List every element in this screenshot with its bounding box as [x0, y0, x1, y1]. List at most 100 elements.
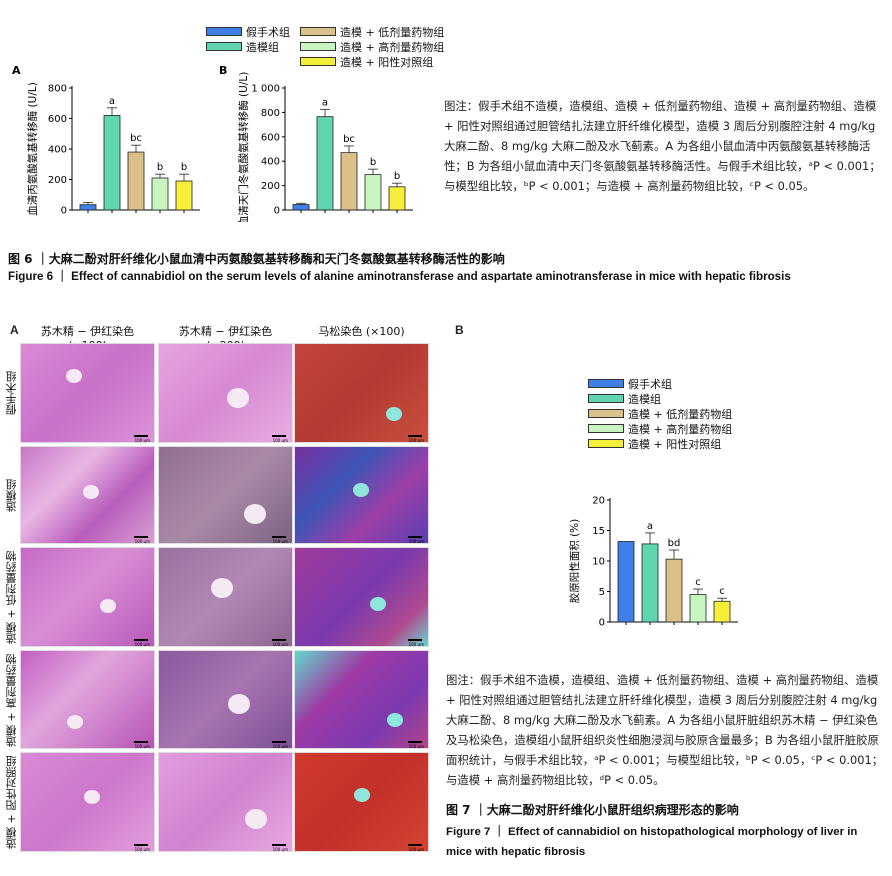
scale-bar-label: 100 μm	[134, 539, 150, 544]
scale-bar	[134, 536, 148, 538]
fig7-chart-b: 胶原阳性面积 (%) 0 5 10 15 20 a bd c c	[568, 496, 738, 629]
vessel-lumen	[387, 713, 403, 727]
tile-masson-100-model: 100 μm	[294, 446, 429, 544]
y-axis-label: 血清天门冬氨酸氨基转移酶 (U/L)	[237, 72, 250, 222]
scale-bar	[272, 639, 286, 641]
bar	[713, 600, 731, 623]
column-header-masson-100: 马松染色 (×100)	[318, 325, 405, 338]
significance-label: bc	[343, 134, 355, 145]
panel-letter: A	[12, 64, 21, 77]
row-label-model: 造模组	[5, 479, 18, 513]
scale-bar	[272, 435, 286, 437]
legend-swatch-low	[300, 27, 336, 36]
fig7-caption-note: 图注：假手术组不造模，造模组、造模 + 低剂量药物组、造模 + 高剂量药物组、造…	[446, 673, 884, 787]
tile-he-100-sham: 100 μm	[20, 343, 155, 443]
vessel-lumen	[228, 694, 250, 714]
legend-label: 假手术组	[246, 25, 290, 39]
panel-letter: B	[219, 64, 227, 77]
scale-bar-label: 100 μm	[408, 642, 424, 647]
scale-bar	[408, 639, 422, 641]
tile-he-200-model: 100 μm	[158, 446, 293, 544]
fig7-title-cn: 图 7 ｜大麻二酚对肝纤维化小鼠肝组织病理形态的影响	[446, 803, 739, 817]
vessel-lumen	[386, 407, 402, 421]
legend-item-high: 造模 + 高剂量药物组	[588, 421, 732, 436]
bar	[79, 204, 97, 211]
bar	[175, 180, 193, 211]
vessel-lumen	[100, 599, 116, 613]
y-tick-label: 0	[599, 618, 605, 629]
significance-label: b	[394, 171, 400, 182]
tile-he-200-positive: 100 μm	[158, 752, 293, 852]
bar	[316, 116, 334, 211]
y-axis-label: 胶原阳性面积 (%)	[568, 519, 581, 604]
scale-bar-label: 100 μm	[272, 744, 288, 749]
y-tick-label: 400	[48, 145, 67, 156]
vessel-lumen	[353, 483, 369, 497]
legend-label: 造模 + 低剂量药物组	[628, 407, 733, 421]
legend-item-low: 造模 + 低剂量药物组	[300, 24, 444, 39]
scale-bar-label: 100 μm	[408, 438, 424, 443]
scale-bar	[134, 844, 148, 846]
y-tick-label: 800	[261, 108, 280, 119]
scale-bar	[408, 435, 422, 437]
fig6-legend-right: 造模 + 低剂量药物组 造模 + 高剂量药物组 造模 + 阳性对照组	[300, 24, 444, 69]
significance-label: c	[719, 586, 725, 597]
y-tick-label: 600	[48, 114, 67, 125]
legend-label: 造模组	[246, 40, 279, 54]
bar	[103, 115, 121, 211]
bar	[364, 174, 382, 211]
scale-bar-label: 100 μm	[272, 642, 288, 647]
legend-swatch-positive	[588, 439, 624, 448]
tile-he-200-low: 100 μm	[158, 547, 293, 647]
legend-label: 造模 + 阳性对照组	[628, 437, 722, 451]
bar	[292, 204, 310, 211]
row-label-sham: 假手术组	[5, 371, 18, 415]
y-tick-label: 200	[261, 181, 280, 192]
bar	[665, 558, 683, 623]
tile-he-100-low: 100 μm	[20, 547, 155, 647]
significance-label: b	[157, 162, 163, 173]
fig6-chart-b: B 血清天门冬氨酸氨基转移酶 (U/L) 0 200 400 600 800 1 000 a bc…	[219, 64, 413, 222]
fig6-chart-a: A 血清丙氨酸氨基转移酶 (U/L) 0 200 400 600 800 a bc b b	[12, 64, 200, 217]
y-tick-label: 10	[592, 557, 605, 568]
significance-label: b	[181, 162, 187, 173]
scale-bar-label: 100 μm	[272, 438, 288, 443]
legend-item-sham: 假手术组	[588, 376, 732, 391]
legend-swatch-high	[588, 424, 624, 433]
legend-swatch-positive	[300, 57, 336, 66]
y-tick-label: 1 000	[251, 84, 280, 95]
significance-label: a	[109, 96, 115, 107]
legend-item-low: 造模 + 低剂量药物组	[588, 406, 732, 421]
scale-bar-label: 100 μm	[408, 744, 424, 749]
legend-swatch-sham	[588, 379, 624, 388]
vessel-lumen	[83, 485, 99, 499]
y-tick-label: 0	[274, 206, 280, 217]
significance-label: bc	[130, 133, 142, 144]
fig6-legend: 假手术组 造模组	[206, 24, 290, 54]
fig6-title-en: Figure 6 ｜ Effect of cannabidiol on the …	[8, 270, 791, 283]
tile-masson-100-positive: 100 μm	[294, 752, 429, 852]
scale-bar-label: 100 μm	[408, 847, 424, 852]
fig7-legend: 假手术组 造模组 造模 + 低剂量药物组 造模 + 高剂量药物组 造模 + 阳性…	[588, 376, 732, 451]
y-tick-label: 0	[61, 206, 67, 217]
scale-bar	[134, 639, 148, 641]
fig6-title-cn: 图 6 ｜大麻二酚对肝纤维化小鼠血清中丙氨酸氨基转移酶和天门冬氨酸氨基转移酶活性…	[8, 252, 505, 266]
y-tick-label: 400	[261, 157, 280, 168]
vessel-lumen	[370, 597, 386, 611]
bar	[151, 177, 169, 211]
vessel-lumen	[66, 369, 82, 383]
scale-bar-label: 100 μm	[134, 642, 150, 647]
legend-item-model: 造模组	[206, 39, 290, 54]
scale-bar	[408, 741, 422, 743]
tile-he-100-positive: 100 μm	[20, 752, 155, 852]
legend-item-high: 造模 + 高剂量药物组	[300, 39, 444, 54]
legend-item-sham: 假手术组	[206, 24, 290, 39]
significance-label: bd	[668, 538, 681, 549]
scale-bar-label: 100 μm	[272, 847, 288, 852]
bar	[641, 543, 659, 623]
legend-label: 造模组	[628, 392, 661, 406]
tile-masson-100-high: 100 μm	[294, 650, 429, 749]
significance-label: a	[647, 521, 653, 532]
scale-bar-label: 100 μm	[134, 847, 150, 852]
bar	[388, 186, 406, 211]
